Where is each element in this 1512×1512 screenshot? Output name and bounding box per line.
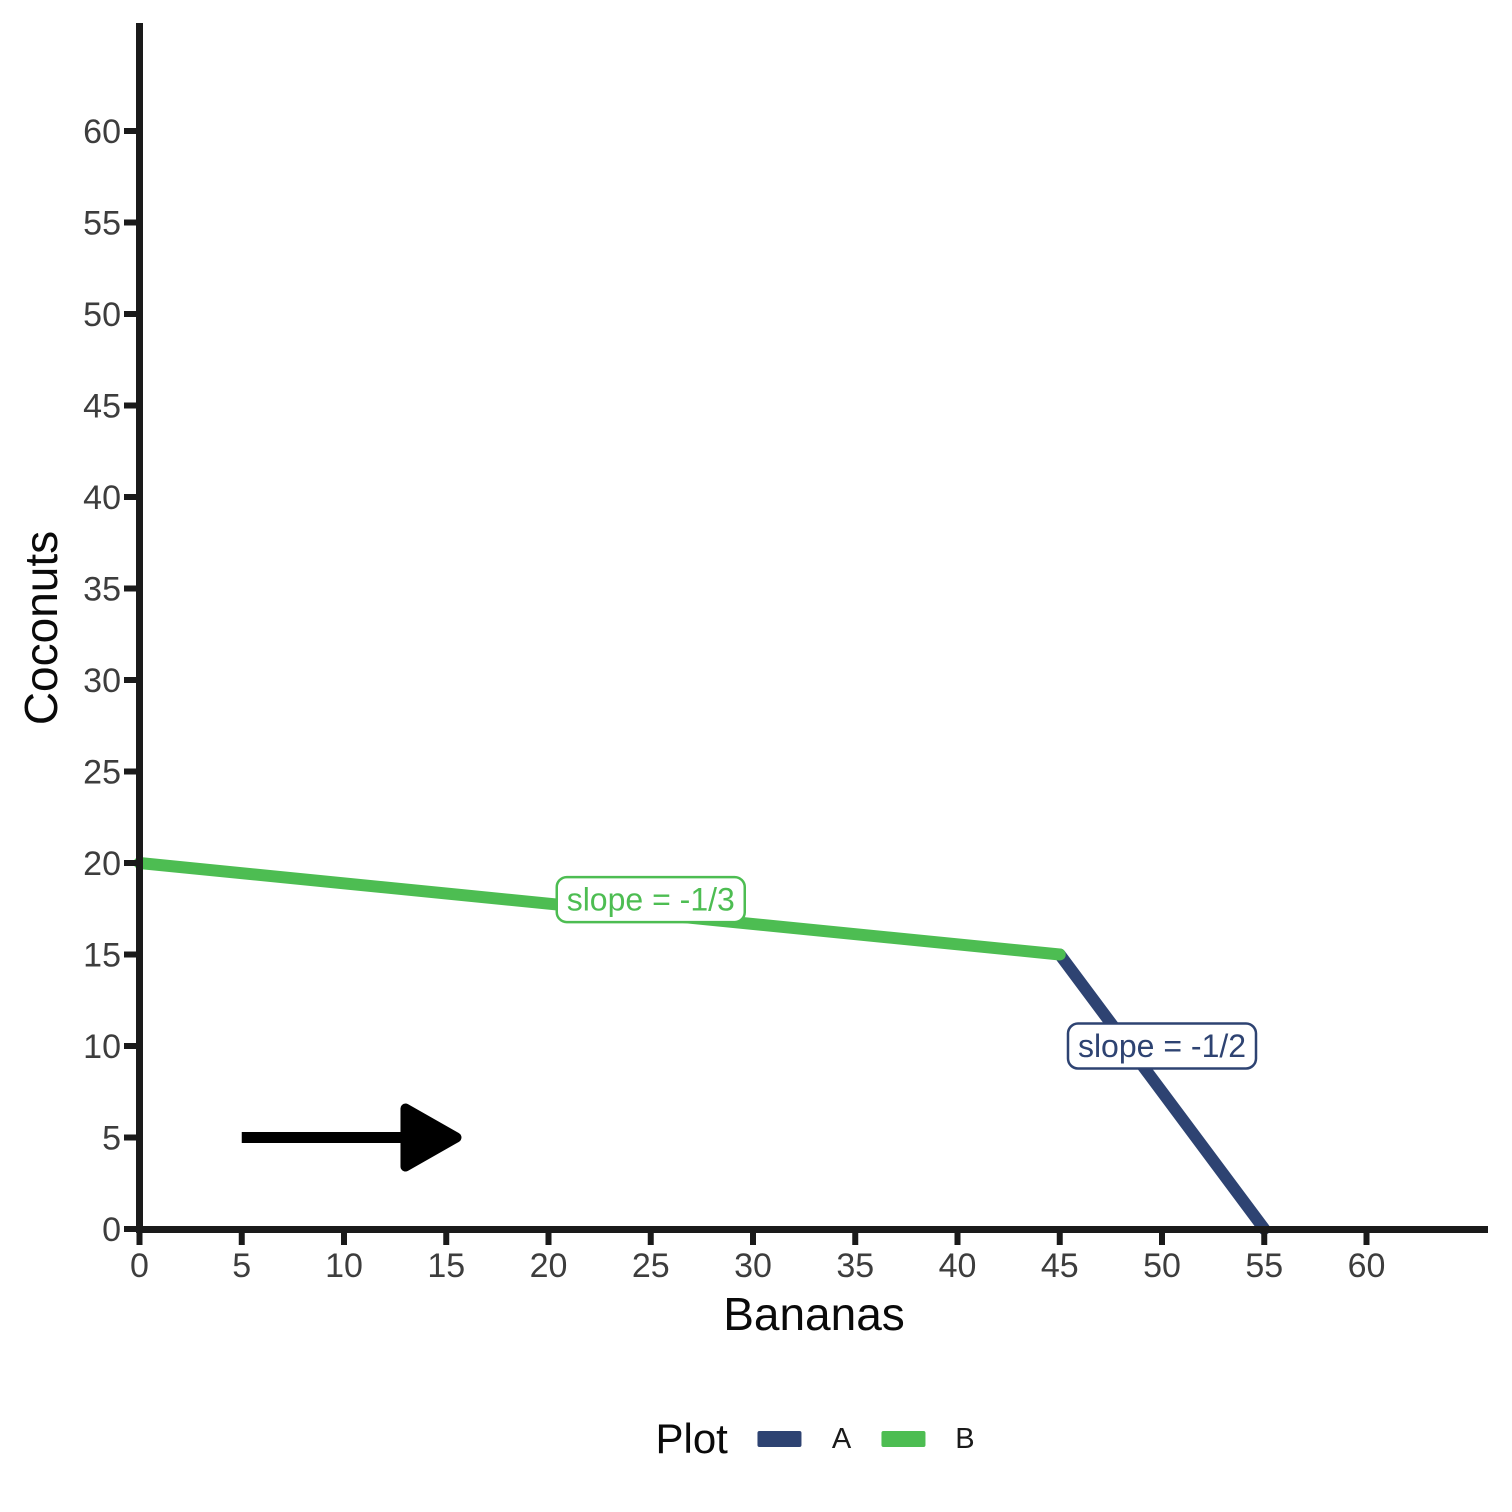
y-tick-label: 60: [83, 113, 121, 151]
y-tick-label: 50: [83, 296, 121, 334]
legend-title: Plot: [655, 1415, 728, 1462]
x-tick-label: 50: [1143, 1247, 1181, 1285]
x-tick-label: 20: [530, 1247, 568, 1285]
annotation-box-a: [1066, 1022, 1258, 1070]
x-tick-label: 15: [427, 1247, 465, 1285]
arrow-head: [400, 1103, 462, 1172]
x-tick-label: 5: [232, 1247, 251, 1285]
x-tick-label: 55: [1245, 1247, 1283, 1285]
y-tick-label: 10: [83, 1028, 121, 1066]
x-axis-title: Bananas: [723, 1288, 905, 1340]
x-axis-ticks: 0 5 10 15 20 25 30 35 40 45 50 55 60: [130, 1233, 1385, 1285]
legend-label-b: B: [955, 1422, 975, 1455]
x-tick-label: 40: [939, 1247, 977, 1285]
y-tick-label: 45: [83, 388, 121, 426]
y-tick-label: 25: [83, 754, 121, 792]
x-tick-label: 0: [130, 1247, 149, 1285]
legend-label-a: A: [831, 1422, 852, 1455]
annotation-text-a: slope = -1/2: [1078, 1028, 1246, 1064]
y-tick-label: 15: [83, 937, 121, 975]
direction-arrow: [241, 1103, 462, 1172]
y-tick-label: 40: [83, 479, 121, 517]
legend: Plot A B: [655, 1412, 974, 1466]
x-tick-label: 30: [734, 1247, 772, 1285]
annotation-slope-a: slope = -1/2: [1066, 1022, 1258, 1070]
legend-item-a: A: [757, 1422, 852, 1456]
y-tick-label: 55: [83, 205, 121, 243]
axes: [136, 23, 1488, 1233]
y-axis-ticks: 0 5 10 15 20 25 30 35 40 45 50 55 60: [83, 113, 136, 1249]
x-tick-label: 35: [836, 1247, 874, 1285]
x-tick-label: 10: [325, 1247, 363, 1285]
legend-item-b: B: [881, 1422, 975, 1456]
y-tick-label: 30: [83, 662, 121, 700]
y-tick-label: 0: [102, 1211, 121, 1249]
legend-swatch-b: [881, 1431, 926, 1447]
y-tick-label: 5: [102, 1120, 121, 1158]
annotation-text-b: slope = -1/3: [567, 882, 735, 918]
x-tick-label: 25: [632, 1247, 670, 1285]
y-tick-label: 20: [83, 845, 121, 883]
y-tick-label: 35: [83, 571, 121, 609]
series-line-A: [1053, 948, 1271, 1235]
legend-swatch-a: [757, 1431, 802, 1447]
x-tick-label: 60: [1348, 1247, 1386, 1285]
y-axis-title: Coconuts: [15, 531, 67, 725]
annotation-slope-b: slope = -1/3: [555, 875, 746, 924]
annotation-box-b: [555, 875, 746, 924]
x-tick-label: 45: [1041, 1247, 1079, 1285]
